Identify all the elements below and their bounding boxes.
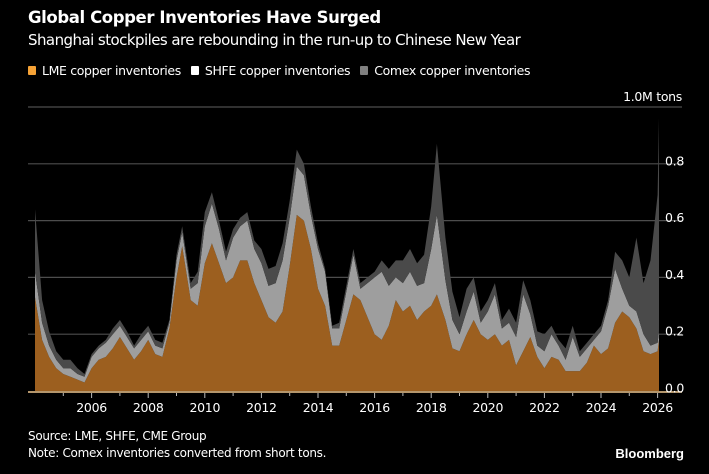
x-tick-label: 2018 [416,400,447,415]
y-tick-label: 0.6 [665,210,684,225]
legend-swatch-shfe [190,66,199,75]
source-note: Source: LME, SHFE, CME Group [28,429,207,443]
y-tick-label: 0.0 [665,381,684,396]
legend-swatch-lme [28,66,36,75]
legend-label-shfe: SHFE copper inventories [204,63,351,78]
legend-label-lme: LME copper inventories [42,63,181,78]
y-tick-label: 0.4 [665,267,684,282]
legend-item-shfe: SHFE copper inventories [190,63,351,78]
bloomberg-logo: Bloomberg [615,446,684,461]
x-tick-label: 2008 [133,400,164,415]
legend-item-lme: LME copper inventories [28,63,181,78]
x-tick-label: 2006 [76,400,107,415]
x-tick-label: 2010 [189,400,220,415]
x-tick-label: 2016 [359,400,390,415]
chart-title: Global Copper Inventories Have Surged [28,8,381,27]
y-tick-label: 0.8 [665,153,684,168]
y-tick-label: 0.2 [665,324,684,339]
chart-subtitle: Shanghai stockpiles are rebounding in th… [28,31,521,49]
x-tick-label: 2012 [246,400,277,415]
y-axis: 0.0 0.2 0.4 0.6 0.8 1.0M tons [623,89,685,396]
area-shfe [35,166,659,383]
x-tick-label: 2014 [303,400,334,415]
x-axis: 2006 2008 2010 2012 2014 2016 2018 2020 2022 2024… [62,393,674,415]
legend: LME copper inventories SHFE copper inven… [28,63,540,78]
footnote: Note: Comex inventories converted from s… [28,446,327,460]
area-lme [35,214,659,391]
x-tick-label: 2020 [472,400,503,415]
footer: Source: LME, SHFE, CME Group Note: Comex… [28,428,326,462]
x-tick-label: 2026 [642,400,673,415]
legend-swatch-comex [360,66,369,75]
x-tick-label: 2024 [586,400,617,415]
legend-item-comex: Comex copper inventories [360,63,531,78]
y-tick-label: 1.0M tons [623,89,682,104]
legend-label-comex: Comex copper inventories [374,63,531,78]
x-tick-label: 2022 [529,400,560,415]
stacked-areas [28,118,682,393]
